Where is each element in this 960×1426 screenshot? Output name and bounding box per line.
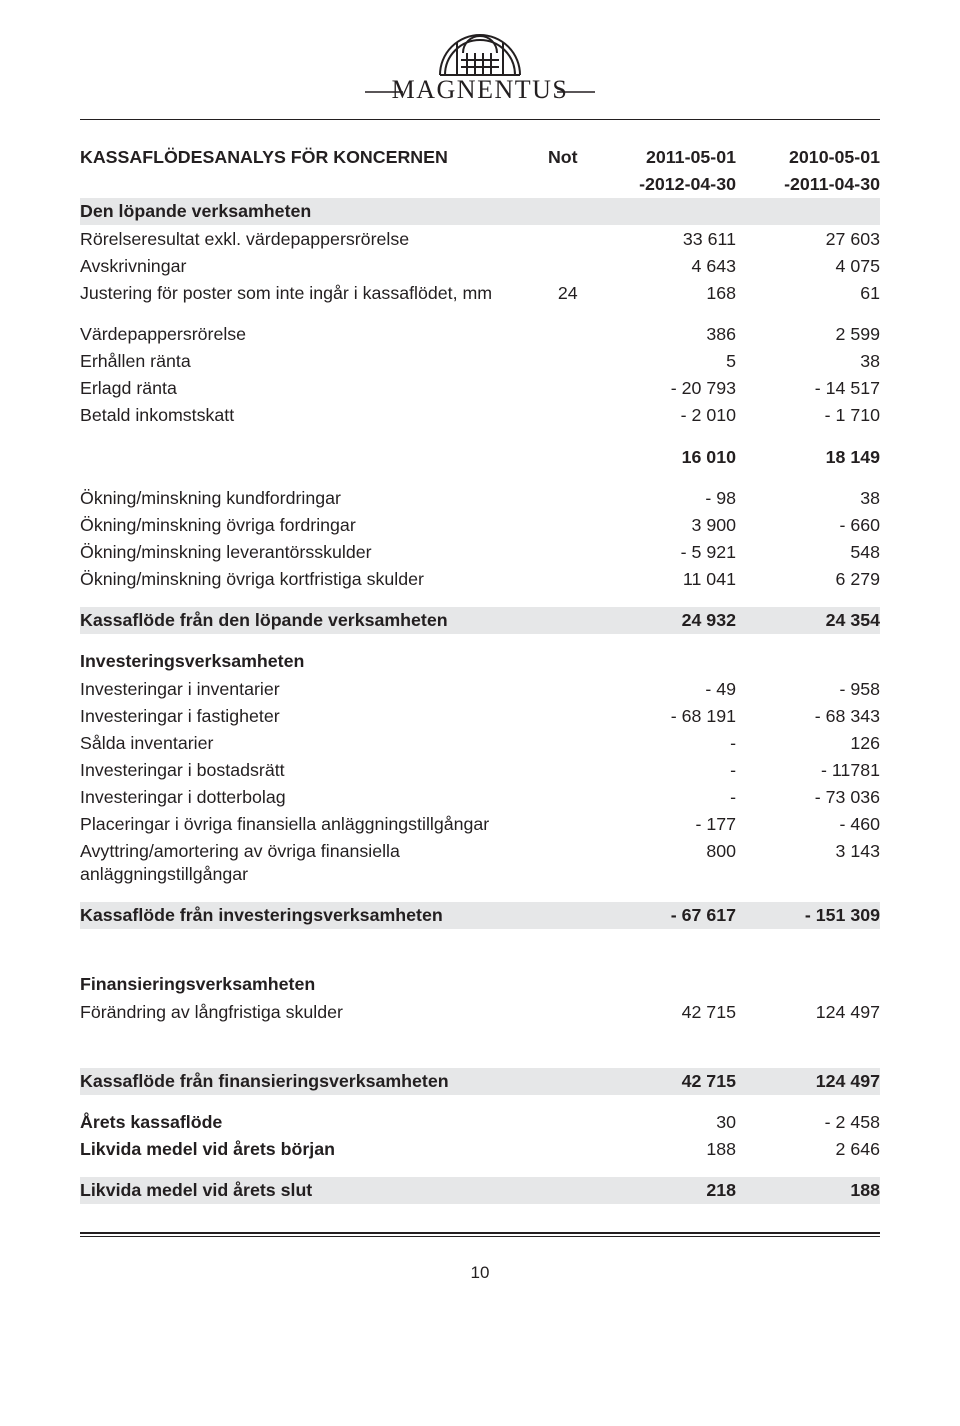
cash-end-total: Likvida medel vid årets slut218188	[80, 1177, 880, 1204]
divider-bottom-1	[80, 1232, 880, 1234]
table-row: Ökning/minskning övriga fordringar3 900-…	[80, 512, 880, 539]
period1-start: 2011-05-01	[578, 144, 736, 171]
table-row: Ökning/minskning övriga kortfristiga sku…	[80, 566, 880, 593]
table-row: Ökning/minskning kundfordringar- 9838	[80, 485, 880, 512]
table-row: Likvida medel vid årets början1882 646	[80, 1136, 880, 1163]
table-row: Avskrivningar4 6434 075	[80, 253, 880, 280]
section-header-operating: Den löpande verksamheten	[80, 198, 880, 225]
operating-label: Den löpande verksamheten	[80, 198, 526, 225]
table-row: Investeringar i dotterbolag-- 73 036	[80, 784, 880, 811]
section-header-financing: Finansieringsverksamheten	[80, 971, 880, 998]
brand-text: MAGNENTUS	[392, 75, 569, 104]
note-header: Not	[526, 144, 577, 171]
cashflow-table: KASSAFLÖDESANALYS FÖR KONCERNEN Not 2011…	[80, 144, 880, 1204]
table-header-row: KASSAFLÖDESANALYS FÖR KONCERNEN Not 2011…	[80, 144, 880, 171]
divider-top	[80, 119, 880, 120]
table-row: Värdepappersrörelse3862 599	[80, 321, 880, 348]
period2-end: -2011-04-30	[736, 171, 880, 198]
table-row: Investeringar i inventarier- 49- 958	[80, 675, 880, 702]
table-row: Ökning/minskning leverantörsskulder- 5 9…	[80, 539, 880, 566]
table-row: Investeringar i fastigheter- 68 191- 68 …	[80, 703, 880, 730]
table-row: Årets kassaflöde30- 2 458	[80, 1109, 880, 1136]
logo-icon: MAGNENTUS	[365, 30, 595, 113]
table-row: Placeringar i övriga finansiella anläggn…	[80, 811, 880, 838]
table-row: Avyttring/amortering av övriga finansiel…	[80, 838, 880, 888]
page-number: 10	[80, 1263, 880, 1283]
table-row: Betald inkomstskatt- 2 010- 1 710	[80, 402, 880, 429]
table-row: Rörelseresultat exkl. värdepappersrörels…	[80, 225, 880, 252]
table-row: Förändring av långfristiga skulder42 715…	[80, 998, 880, 1025]
cashflow-financing-total: Kassaflöde från finansieringsverksamhete…	[80, 1068, 880, 1095]
table-title: KASSAFLÖDESANALYS FÖR KONCERNEN	[80, 144, 526, 171]
table-row: Erlagd ränta- 20 793- 14 517	[80, 375, 880, 402]
period2-start: 2010-05-01	[736, 144, 880, 171]
table-row: Investeringar i bostadsrätt-- 11781	[80, 757, 880, 784]
table-row: Erhållen ränta538	[80, 348, 880, 375]
logo-block: MAGNENTUS	[80, 30, 880, 113]
cashflow-investing-total: Kassaflöde från investeringsverksamheten…	[80, 902, 880, 929]
subtotal-row: 16 01018 149	[80, 443, 880, 470]
table-row: Justering för poster som inte ingår i ka…	[80, 280, 880, 307]
divider-bottom-2	[80, 1236, 880, 1237]
cashflow-operating-total: Kassaflöde från den löpande verksamheten…	[80, 607, 880, 634]
table-header-row-2: -2012-04-30 -2011-04-30	[80, 171, 880, 198]
period1-end: -2012-04-30	[578, 171, 736, 198]
table-row: Sålda inventarier-126	[80, 730, 880, 757]
page: MAGNENTUS KASSAFLÖDESANALYS FÖR KONCERNE…	[0, 0, 960, 1313]
section-header-investing: Investeringsverksamheten	[80, 648, 880, 675]
